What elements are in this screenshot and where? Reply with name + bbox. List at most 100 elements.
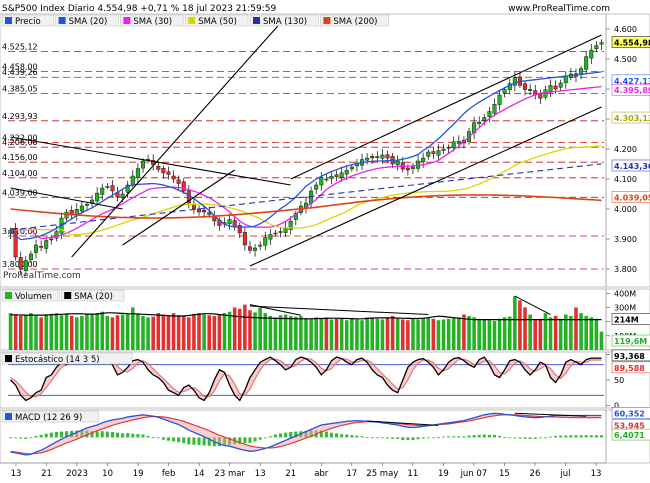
macd-histogram-bar: [136, 434, 140, 438]
macd-histogram-bar: [121, 433, 125, 438]
candle-body: [421, 157, 426, 163]
volume-bar: [69, 315, 74, 350]
legend-label: Volumen: [15, 292, 52, 302]
value-label: 4.427,13: [614, 77, 650, 86]
candle-body: [553, 85, 558, 90]
macd-signal-line: [10, 414, 602, 455]
macd-histogram-bar: [243, 437, 247, 444]
volume-bar: [253, 312, 257, 350]
value-label-box: [611, 111, 650, 124]
value-label-box: [611, 361, 650, 374]
macd-histogram-bar: [365, 437, 369, 438]
candle-body: [365, 157, 370, 161]
legend-label: SMA (130): [263, 17, 307, 27]
y-tick-label: 4.600: [614, 25, 637, 34]
macd-histogram-bar: [289, 431, 293, 438]
macd-histogram-bar: [59, 431, 64, 438]
macd-histogram-bar: [19, 437, 23, 439]
macd-histogram-bar: [599, 435, 603, 438]
volume-bar: [232, 307, 237, 350]
value-label: 4.395,89: [614, 86, 650, 95]
macd-histogram-bar: [584, 435, 588, 438]
candle-body: [64, 211, 69, 219]
legend-swatch: [5, 413, 12, 420]
volume-bar: [319, 318, 324, 350]
value-label: 119,6M: [614, 337, 647, 346]
value-label-box: [611, 191, 650, 203]
volume-bar: [334, 318, 339, 350]
volume-bar: [523, 307, 527, 350]
macd-histogram-bar: [263, 437, 267, 439]
macd-histogram-bar: [442, 436, 446, 438]
macd-histogram-bar: [319, 430, 323, 438]
x-tick-label: jul: [559, 469, 570, 479]
candle-body: [385, 154, 390, 159]
price-panel[interactable]: 4.525,12 4.458,004.439,26 4.385,05 4.293,93…: [0, 13, 650, 288]
y-tick-label: 300M: [614, 303, 636, 312]
y-tick-label: 4.500: [614, 55, 637, 64]
volume-bar: [401, 319, 405, 350]
volume-bar: [288, 315, 293, 350]
volume-trendline: [514, 295, 551, 315]
volume-bar: [49, 313, 54, 350]
candle-body: [181, 181, 186, 192]
volume-bar: [548, 317, 553, 350]
candle-body: [253, 247, 258, 251]
level-label: 4.458,00: [2, 63, 38, 72]
value-label: 53,945: [614, 422, 645, 431]
x-tick-label: feb: [162, 469, 176, 479]
x-tick-label: 26: [530, 469, 541, 479]
volume-bar: [294, 316, 298, 350]
y-tick-label: 50: [614, 376, 624, 385]
volume-trendline: [249, 305, 429, 316]
volume-bar: [467, 315, 471, 350]
legend-label: Precio: [15, 17, 41, 27]
macd-histogram-bar: [401, 437, 405, 440]
legend-item: [1, 289, 60, 302]
volume-bar: [95, 313, 99, 350]
candle-body: [100, 187, 105, 195]
volume-bar: [202, 314, 206, 350]
volume-bar: [339, 318, 344, 350]
value-label-box: [611, 349, 650, 362]
volume-bar: [304, 318, 308, 350]
volume-bar: [528, 314, 532, 350]
candle-body: [197, 208, 202, 213]
candle-body: [446, 147, 451, 149]
volume-bar: [39, 317, 43, 350]
macd-histogram-bar: [14, 437, 18, 439]
candle-body: [105, 186, 110, 188]
volume-bar: [436, 320, 441, 350]
volume-bar: [120, 314, 125, 350]
candle-body: [329, 176, 334, 179]
candle-body: [166, 171, 171, 175]
candle-body: [477, 121, 482, 124]
macd-histogram-bar: [594, 435, 598, 438]
macd-histogram-bar: [472, 435, 476, 438]
x-tick-label: 13: [11, 469, 22, 479]
volume-bar: [421, 318, 425, 350]
volume-bar: [105, 315, 110, 350]
macd-histogram-bar: [324, 431, 328, 438]
macd-histogram-bar: [355, 435, 359, 438]
macd-histogram-bar: [126, 433, 130, 438]
macd-histogram-bar: [492, 434, 497, 438]
y-tick-label: 400M: [614, 289, 636, 298]
volume-bar: [487, 320, 492, 350]
macd-histogram-bar: [95, 431, 99, 438]
macd-histogram-bar: [411, 437, 415, 440]
macd-histogram-bar: [380, 437, 384, 439]
macd-histogram-bar: [340, 434, 344, 438]
volume-bar: [599, 331, 604, 350]
volume-bar: [263, 313, 268, 350]
macd-histogram-bar: [375, 437, 379, 439]
candle-body: [309, 190, 314, 204]
sma130-line: [10, 163, 602, 231]
candle-body: [283, 228, 288, 233]
macd-histogram-bar: [426, 437, 430, 439]
legend-label: MACD (12 26 9): [15, 413, 82, 423]
